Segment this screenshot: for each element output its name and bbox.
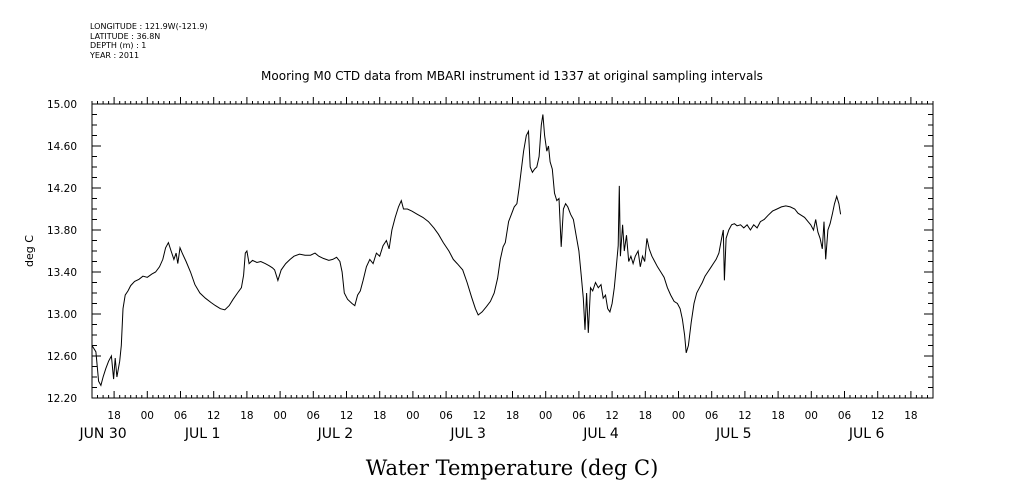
tick-marks [91, 97, 934, 399]
x-hour-tick-label: 06 [174, 410, 188, 422]
station-metadata: LONGITUDE : 121.9W(-121.9) LATITUDE : 36… [90, 22, 208, 60]
x-hour-tick-label: 12 [738, 410, 751, 422]
latitude-label: LATITUDE : 36.8N [90, 31, 161, 41]
x-date-label: JUL 3 [449, 426, 486, 442]
year-label: YEAR : 2011 [90, 50, 140, 60]
x-hour-tick-label: 18 [373, 410, 386, 422]
x-date-label: JUL 6 [848, 426, 885, 442]
depth-label: DEPTH (m) : 1 [90, 41, 147, 50]
x-hour-tick-label: 12 [871, 410, 884, 422]
x-hour-tick-label: 18 [639, 410, 652, 422]
x-tick-labels: 18 00 06 12 18 00 06 12 18 00 06 12 18 00 06 12 18 00 06 12… [79, 410, 918, 442]
x-hour-tick-label: 12 [473, 410, 486, 422]
y-tick-label: 13.00 [47, 309, 77, 321]
x-hour-tick-label: 18 [904, 410, 917, 422]
x-date-label: JUL 5 [715, 426, 752, 442]
x-hour-tick-label: 06 [307, 410, 321, 422]
y-tick-labels: 12.20 12.60 13.00 13.40 13.80 14.20 14.60 15.00 [47, 99, 77, 405]
y-tick-label: 15.00 [47, 99, 77, 111]
x-hour-tick-label: 12 [207, 410, 220, 422]
chart-title: Mooring M0 CTD data from MBARI instrumen… [261, 69, 763, 83]
x-axis-label: Water Temperature (deg C) [366, 456, 659, 480]
x-hour-tick-label: 00 [805, 410, 818, 422]
plot-frame [91, 103, 934, 399]
x-hour-tick-label: 12 [340, 410, 353, 422]
x-hour-tick-label: 06 [439, 410, 453, 422]
x-hour-tick-label: 18 [240, 410, 253, 422]
y-tick-label: 14.20 [47, 183, 77, 195]
x-hour-tick-label: 18 [107, 410, 120, 422]
x-hour-tick-label: 06 [572, 410, 586, 422]
x-hour-tick-label: 00 [539, 410, 552, 422]
x-hour-tick-label: 06 [838, 410, 852, 422]
x-hour-tick-label: 06 [705, 410, 719, 422]
y-tick-label: 12.20 [47, 393, 77, 405]
y-tick-label: 14.60 [47, 141, 77, 153]
x-hour-tick-label: 00 [672, 410, 685, 422]
x-hour-tick-label: 00 [141, 410, 154, 422]
x-date-label: JUL 1 [184, 426, 221, 442]
y-tick-label: 13.80 [47, 225, 77, 237]
x-hour-tick-label: 12 [605, 410, 618, 422]
x-date-label: JUL 4 [582, 426, 619, 442]
longitude-label: LONGITUDE : 121.9W(-121.9) [90, 22, 208, 31]
y-axis-label: deg C [23, 235, 36, 267]
x-hour-tick-label: 00 [406, 410, 419, 422]
x-hour-tick-label: 18 [771, 410, 784, 422]
x-hour-tick-label: 00 [273, 410, 286, 422]
x-date-label: JUN 30 [79, 426, 127, 442]
y-tick-label: 12.60 [47, 351, 77, 363]
x-hour-tick-label: 18 [506, 410, 519, 422]
x-date-label: JUL 2 [317, 426, 354, 442]
temperature-series-line [91, 114, 842, 387]
y-tick-label: 13.40 [47, 267, 77, 279]
